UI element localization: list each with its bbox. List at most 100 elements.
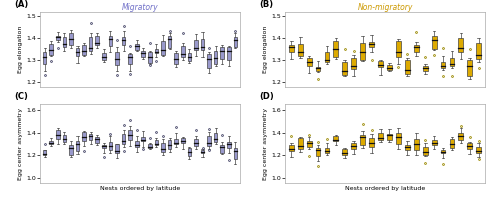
- Bar: [174, 139, 178, 144]
- Bar: [298, 138, 302, 149]
- Bar: [174, 53, 178, 64]
- Bar: [289, 145, 294, 151]
- Bar: [76, 47, 80, 56]
- Bar: [43, 52, 46, 64]
- Bar: [422, 147, 428, 155]
- Bar: [220, 47, 224, 59]
- Bar: [214, 51, 218, 64]
- Bar: [458, 133, 464, 140]
- Bar: [440, 61, 446, 68]
- Bar: [115, 144, 119, 153]
- Bar: [142, 51, 145, 57]
- Bar: [476, 43, 481, 59]
- Bar: [450, 58, 454, 66]
- Bar: [188, 53, 191, 61]
- Bar: [161, 143, 165, 152]
- Bar: [194, 40, 198, 50]
- Bar: [122, 134, 126, 144]
- Bar: [96, 137, 99, 143]
- Y-axis label: Egg center asymmetry: Egg center asymmetry: [263, 108, 268, 180]
- Bar: [82, 132, 86, 141]
- Bar: [208, 136, 211, 146]
- Bar: [414, 139, 418, 150]
- Bar: [220, 145, 224, 153]
- Bar: [450, 139, 454, 148]
- Bar: [102, 145, 106, 148]
- Bar: [161, 41, 165, 55]
- Bar: [369, 138, 374, 147]
- Bar: [324, 52, 330, 62]
- Bar: [387, 134, 392, 139]
- Bar: [50, 141, 53, 144]
- Text: (C): (C): [14, 92, 28, 101]
- X-axis label: Nests ordered by latitude: Nests ordered by latitude: [345, 186, 425, 191]
- Text: (B): (B): [259, 0, 273, 9]
- Bar: [378, 133, 383, 140]
- Bar: [208, 54, 211, 68]
- Bar: [468, 60, 472, 76]
- Bar: [352, 143, 356, 149]
- Bar: [181, 138, 184, 143]
- Bar: [102, 53, 106, 60]
- Bar: [360, 135, 365, 145]
- Bar: [69, 145, 72, 155]
- Bar: [227, 142, 230, 148]
- Bar: [316, 148, 320, 156]
- Bar: [476, 147, 481, 153]
- Bar: [396, 41, 401, 57]
- Y-axis label: Egg elongation: Egg elongation: [263, 26, 268, 73]
- Bar: [128, 54, 132, 64]
- Bar: [234, 37, 237, 47]
- Bar: [76, 141, 80, 151]
- Bar: [387, 65, 392, 70]
- Bar: [440, 150, 446, 153]
- Bar: [50, 44, 53, 55]
- Bar: [89, 37, 92, 51]
- Bar: [458, 38, 464, 52]
- Bar: [148, 144, 152, 148]
- Bar: [422, 66, 428, 71]
- Bar: [334, 41, 338, 57]
- Bar: [188, 148, 191, 156]
- Bar: [142, 137, 145, 141]
- Title: Non-migratory: Non-migratory: [358, 3, 412, 12]
- Bar: [56, 36, 59, 40]
- Y-axis label: Egg center asymmetry: Egg center asymmetry: [18, 108, 23, 180]
- Bar: [96, 36, 99, 45]
- Bar: [108, 36, 112, 46]
- Bar: [128, 130, 132, 140]
- Bar: [82, 45, 86, 55]
- Y-axis label: Egg elongation: Egg elongation: [18, 26, 23, 73]
- Bar: [200, 150, 204, 153]
- Bar: [405, 145, 410, 150]
- Bar: [352, 58, 356, 69]
- Bar: [115, 52, 119, 65]
- Bar: [342, 149, 347, 155]
- Bar: [369, 42, 374, 47]
- Bar: [89, 134, 92, 140]
- X-axis label: Nests ordered by latitude: Nests ordered by latitude: [100, 186, 180, 191]
- Bar: [194, 139, 198, 146]
- Bar: [200, 39, 204, 50]
- Bar: [334, 136, 338, 141]
- Bar: [43, 150, 46, 155]
- Bar: [468, 143, 472, 149]
- Bar: [396, 133, 401, 144]
- Bar: [405, 60, 410, 73]
- Bar: [154, 49, 158, 53]
- Bar: [432, 36, 436, 49]
- Text: (D): (D): [259, 92, 274, 101]
- Bar: [168, 140, 172, 149]
- Bar: [306, 58, 312, 66]
- Bar: [324, 148, 330, 153]
- Bar: [181, 46, 184, 57]
- Title: Migratory: Migratory: [122, 3, 158, 12]
- Bar: [69, 33, 72, 45]
- Bar: [306, 141, 312, 147]
- Bar: [56, 130, 59, 139]
- Bar: [214, 133, 218, 142]
- Bar: [414, 46, 418, 52]
- Bar: [62, 36, 66, 47]
- Bar: [148, 52, 152, 63]
- Bar: [108, 142, 112, 150]
